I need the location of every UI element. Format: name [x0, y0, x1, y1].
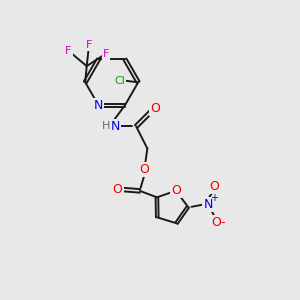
Text: N: N [94, 99, 103, 112]
Text: O: O [211, 216, 221, 229]
Text: F: F [65, 46, 72, 56]
Text: H: H [102, 122, 110, 131]
Text: Cl: Cl [115, 76, 125, 86]
Text: O: O [140, 163, 149, 176]
Text: N: N [203, 198, 213, 211]
Text: +: + [211, 193, 218, 203]
Text: N: N [110, 120, 120, 133]
Text: O: O [171, 184, 181, 197]
Text: O: O [113, 183, 122, 196]
Text: O: O [209, 180, 219, 193]
Text: O: O [150, 102, 160, 115]
Text: -: - [220, 216, 225, 229]
Text: F: F [86, 40, 92, 50]
Text: F: F [103, 49, 109, 59]
